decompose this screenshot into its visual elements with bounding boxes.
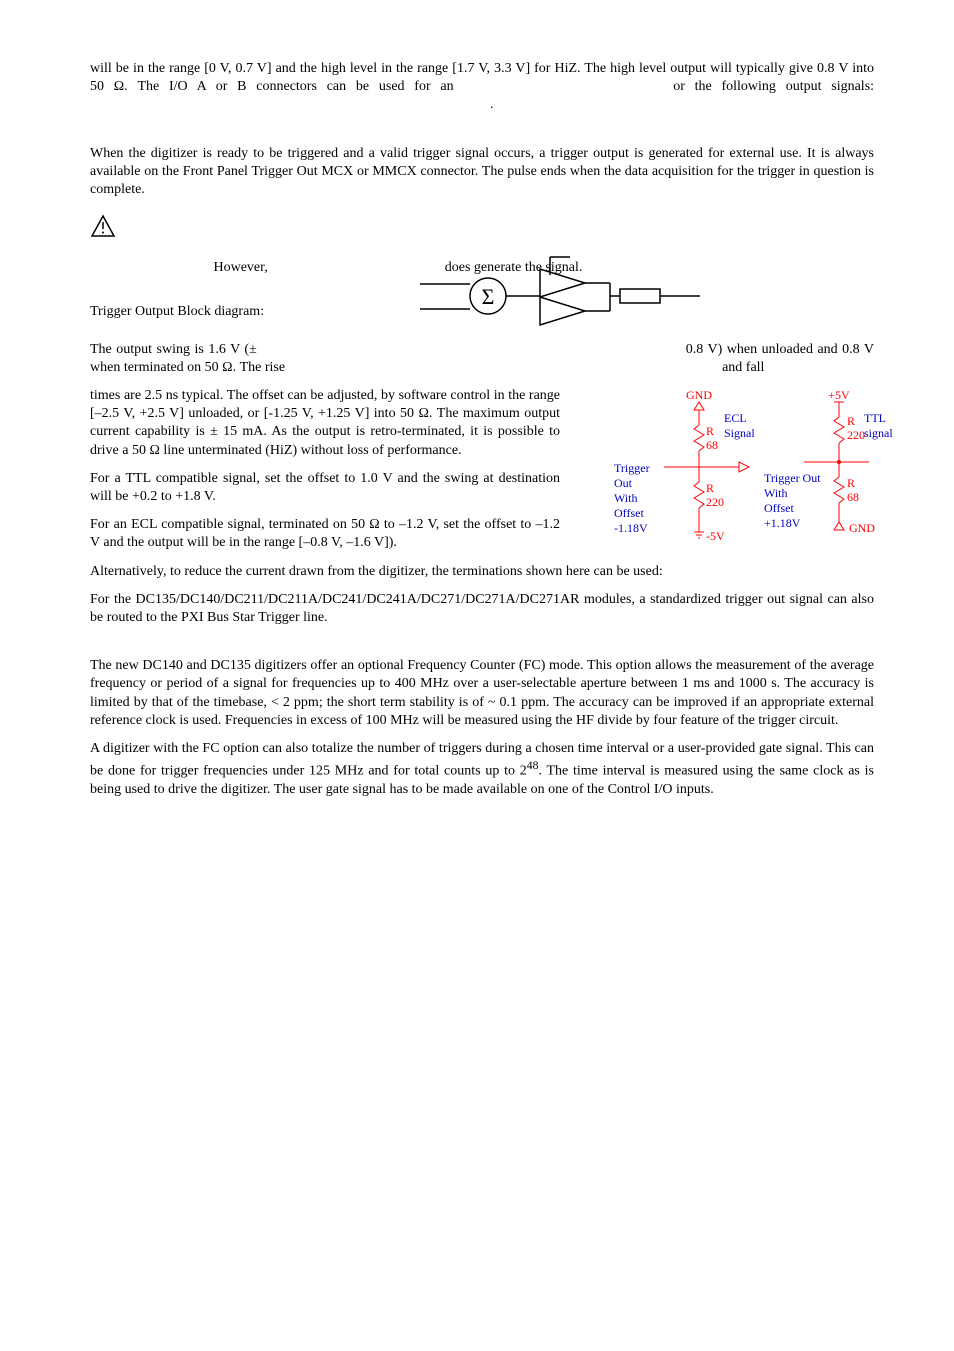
para8: The new DC140 and DC135 digitizers offer… [90,657,874,730]
body-text: will be in the range [0 V, 0.7 V] and th… [90,60,874,115]
para3-rest: times are 2.5 ns typical. The offset can… [90,388,560,458]
r220-val-2: 220 [847,428,865,442]
minus118v-label: -1.18V [614,521,648,535]
warning-triangle-icon [90,214,116,244]
para5: For an ECL compatible signal, terminated… [90,516,560,552]
offset2-label: Offset [764,501,794,515]
para3-andfall: and fall [722,360,764,375]
gnd-label: GND [686,388,712,402]
trigger-out2-label: Trigger Out [764,471,821,485]
para3-start: The output swing is 1.6 V (± [90,342,257,357]
para7: For the DC135/DC140/DC211/DC211A/DC241/D… [90,591,874,627]
however-text: However, [214,260,268,275]
para4: For a TTL compatible signal, set the off… [90,470,560,506]
para9-sup: 48 [527,759,539,772]
with-label: With [614,491,638,505]
r220-label-2: R [847,414,855,428]
ecl-label: ECL [724,411,747,425]
para2: When the digitizer is ready to be trigge… [90,145,874,200]
with2-label: With [764,486,788,500]
trigger-block-diagram: Σ [410,249,750,339]
ttl-signal-label: signal [864,426,893,440]
termination-circuit-diagram: GND R 68 ECL Signal R 220 -5V Trigger Ou… [604,387,894,567]
r220-val: 220 [706,495,724,509]
para9: A digitizer with the FC option can also … [90,740,874,799]
trigger-label: Trigger [614,461,650,475]
out-label: Out [614,476,633,490]
plus5v-label: +5V [828,388,850,402]
circuit-section: times are 2.5 ns typical. The offset can… [90,387,874,553]
offset-label: Offset [614,506,644,520]
r68-label-2: R [847,476,855,490]
r68-val-2: 68 [847,490,859,504]
warning-row [90,214,874,244]
r68-val: 68 [706,438,718,452]
signal-label: Signal [724,426,755,440]
r220-label: R [706,481,714,495]
gnd2-label: GND [849,521,875,535]
ttl-label: TTL [864,411,886,425]
para1-end-text: or the following output signals: [673,79,874,94]
minus5v-label: -5V [706,529,725,543]
svg-text:Σ: Σ [482,284,495,309]
r-label: R [706,424,714,438]
block-diagram-container: However, does generate the signal. Trigg… [90,259,874,377]
plus118v-label: +1.18V [764,516,801,530]
